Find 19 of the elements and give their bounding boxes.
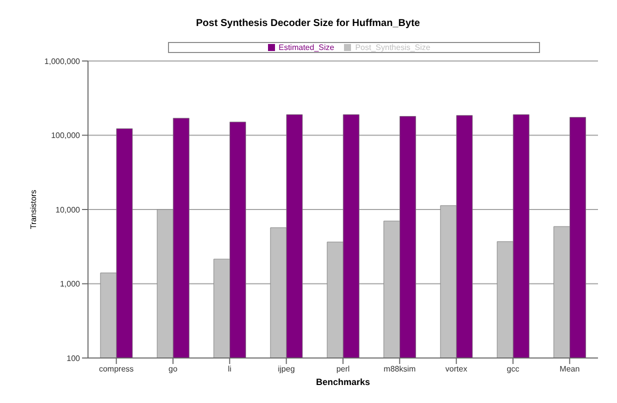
legend-label: Estimated_Size <box>278 43 334 52</box>
y-axis-title: Transistors <box>28 190 38 230</box>
x-tick-label: ijpeg <box>278 364 295 374</box>
chart-title: Post Synthesis Decoder Size for Huffman_Byte <box>195 17 421 31</box>
x-axis-title: Benchmarks <box>316 377 370 387</box>
y-tick-label: 1,000,000 <box>44 56 81 66</box>
x-tick-label: m88ksim <box>384 364 416 374</box>
x-tick-label: li <box>228 364 232 374</box>
y-tick-label: 100,000 <box>51 131 81 140</box>
y-tick-label: 10,000 <box>56 205 81 214</box>
x-tick-label: Mean <box>560 364 580 374</box>
x-tick-label: go <box>168 364 178 374</box>
x-tick-label: perl <box>336 364 350 374</box>
x-tick-label: vortex <box>445 364 468 374</box>
legend-label: Post_Synthesis_Size <box>355 43 430 52</box>
y-tick-label: 100 <box>66 354 81 363</box>
x-tick-label: compress <box>98 364 134 374</box>
y-tick-label: 1,000 <box>60 280 81 289</box>
x-tick-label: gcc <box>506 364 520 374</box>
